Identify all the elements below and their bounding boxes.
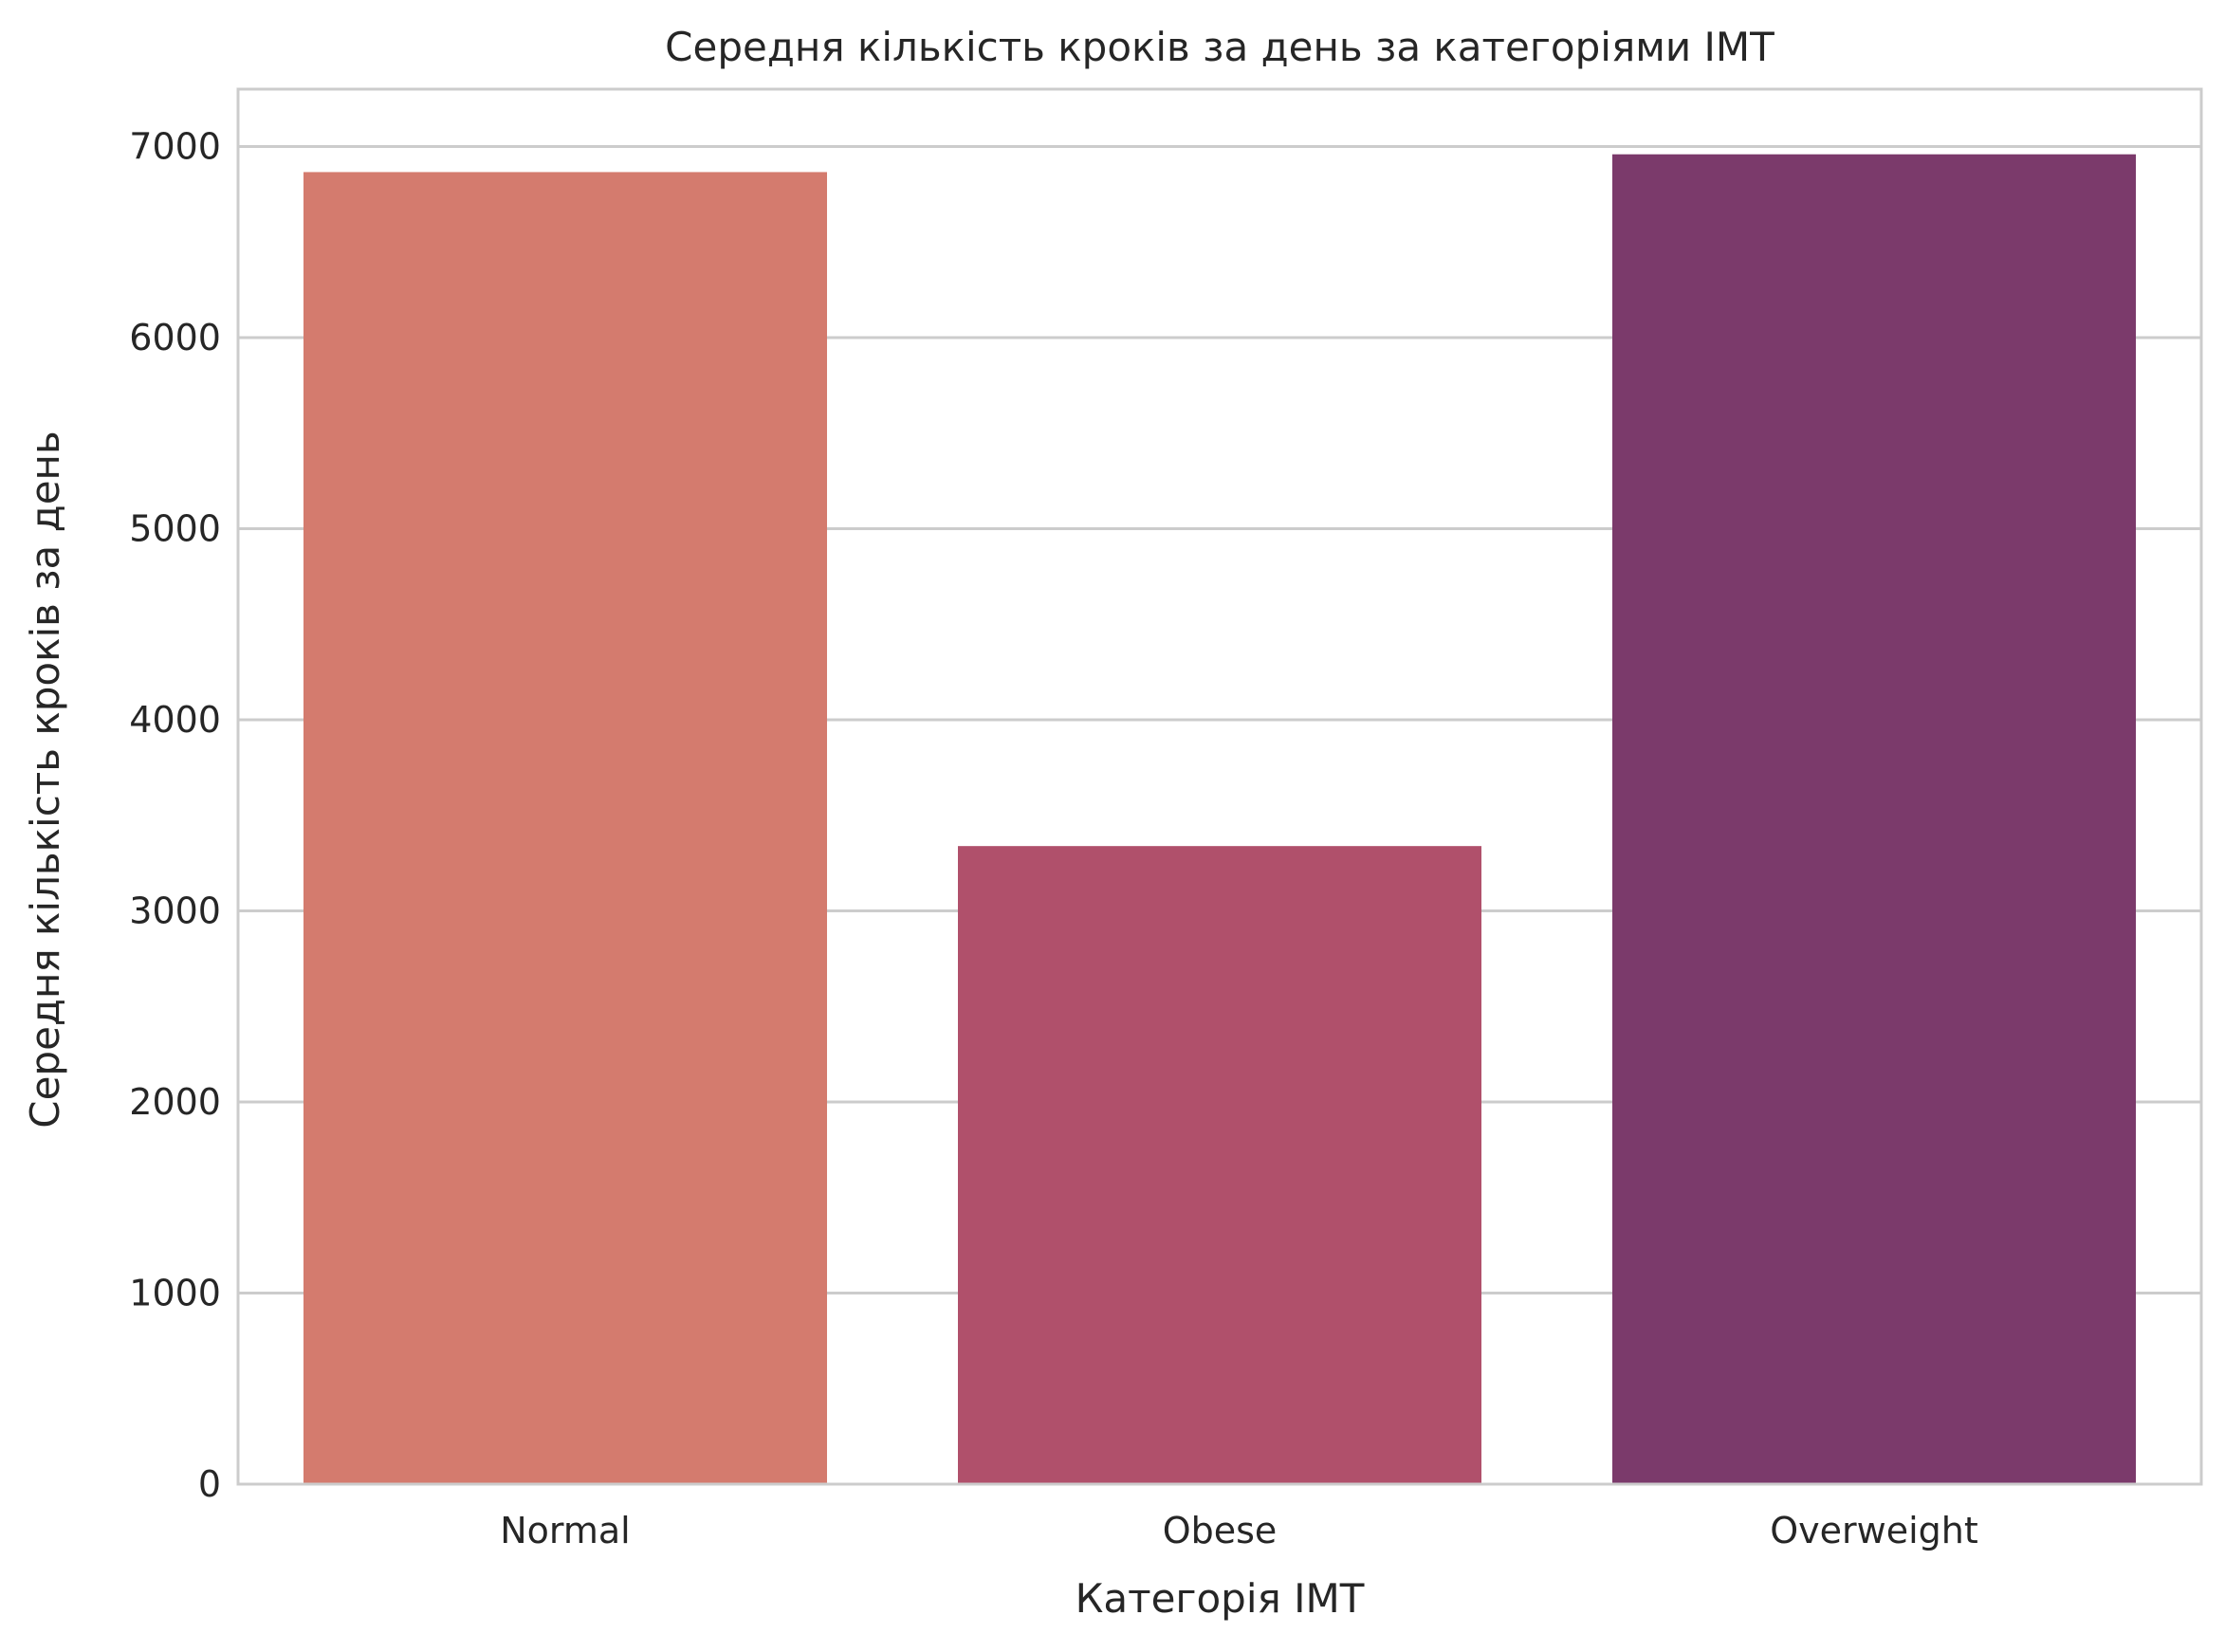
chart-title: Середня кількість кроків за день за кате… bbox=[665, 24, 1774, 70]
y-axis-label: Середня кількість кроків за день bbox=[22, 431, 68, 1129]
y-tick-label: 5000 bbox=[129, 507, 221, 549]
y-tick-label: 2000 bbox=[129, 1081, 221, 1123]
y-tick-label: 3000 bbox=[129, 890, 221, 931]
y-tick-label: 7000 bbox=[129, 125, 221, 167]
y-tick-label: 1000 bbox=[129, 1272, 221, 1313]
x-tick-labels: Normal Obese Overweight bbox=[500, 1510, 1978, 1551]
y-tick-label: 0 bbox=[198, 1463, 221, 1505]
bars bbox=[303, 154, 2136, 1484]
plot-frame bbox=[236, 87, 2203, 1486]
y-tick-labels: 0 1000 2000 3000 4000 5000 6000 7000 bbox=[129, 125, 221, 1505]
bar-overweight bbox=[1612, 154, 2136, 1484]
y-tick-label: 6000 bbox=[129, 317, 221, 358]
bar-normal bbox=[303, 172, 827, 1484]
x-tick-label-obese: Obese bbox=[1163, 1510, 1278, 1551]
x-tick-label-normal: Normal bbox=[500, 1510, 631, 1551]
y-tick-label: 4000 bbox=[129, 699, 221, 741]
x-axis-label: Категорія IMT bbox=[1076, 1575, 1365, 1622]
x-tick-label-overweight: Overweight bbox=[1770, 1510, 1978, 1551]
bar-obese bbox=[958, 846, 1481, 1484]
